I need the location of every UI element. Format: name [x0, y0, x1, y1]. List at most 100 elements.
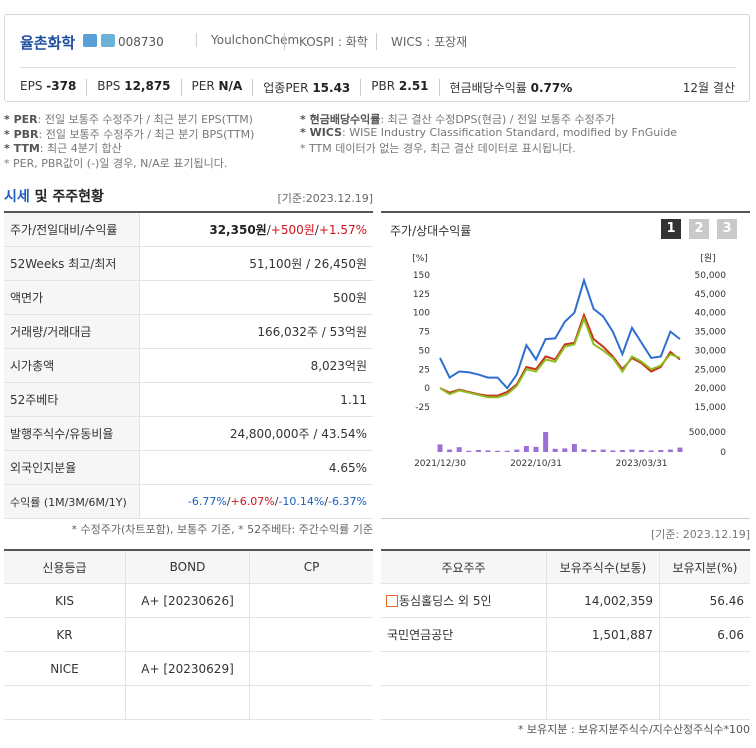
row-value: 1.11	[140, 383, 373, 416]
table-cell	[660, 652, 750, 685]
value-part: -10.14%	[278, 495, 325, 508]
note-text: : 최근 결산 수정DPS(현금) / 전일 보통주 수정주가	[380, 113, 616, 126]
chart-tab[interactable]: 3	[717, 219, 737, 239]
table-cell	[547, 686, 660, 719]
row-value: 8,023억원	[140, 349, 373, 382]
table-row: NICE A+ [20230629]	[4, 652, 373, 686]
value-part: 500원	[333, 291, 367, 305]
row-value: 166,032주 / 53억원	[140, 315, 373, 348]
y-tick-label: 25	[419, 365, 430, 375]
row-label: 액면가	[4, 281, 140, 314]
table-header: 신용등급 BOND CP	[4, 551, 373, 584]
chart-tab[interactable]: 1	[661, 219, 681, 239]
value-part: +6.07%	[230, 495, 275, 508]
table-cell	[126, 618, 250, 651]
table-row: 국민연금공단 1,501,887 6.06	[381, 618, 750, 652]
quote-row: 52Weeks 최고/최저 51,100원 / 26,450원	[4, 247, 373, 281]
chart-tab[interactable]: 2	[689, 219, 709, 239]
note: * TTM 데이터가 없는 경우, 최근 결산 데이터로 표시됩니다.	[300, 140, 576, 155]
y-tick-label: 125	[413, 290, 430, 300]
value-part: +1.57%	[318, 222, 367, 237]
note-term: * WICS	[300, 125, 343, 139]
quote-row: 거래량/거래대금 166,032주 / 53억원	[4, 315, 373, 349]
volume-bar	[466, 450, 472, 452]
table-top	[381, 549, 750, 551]
volume-bar	[475, 450, 481, 452]
volume-bar	[504, 450, 510, 452]
y2-tick-label: 50,000	[695, 271, 727, 281]
metric-label: 업종PER	[263, 81, 309, 95]
table-top	[4, 211, 373, 213]
divider	[20, 67, 736, 68]
quote-row: 시가총액 8,023억원	[4, 349, 373, 383]
volume-tick-label: 500,000	[689, 428, 726, 438]
table-cell	[250, 686, 373, 719]
value-part: 51,100원 / 26,450원	[249, 257, 367, 271]
holder-icon	[386, 595, 398, 607]
table-cell	[126, 686, 250, 719]
metric: EPS -378	[20, 79, 86, 96]
table-row	[381, 686, 750, 720]
table-cell: KIS	[4, 584, 126, 617]
section-title: 시세 및 주주현황	[4, 186, 104, 206]
metric: PER N/A	[180, 79, 253, 96]
value-part: 8,023억원	[310, 359, 367, 373]
table-cell	[547, 652, 660, 685]
value-part: +500원	[270, 223, 315, 237]
note: * 현금배당수익률: 최근 결산 수정DPS(현금) / 전일 보통주 수정주가	[300, 111, 616, 126]
value-part: -6.77%	[187, 495, 227, 508]
table-cell: NICE	[4, 652, 126, 685]
table-cell	[250, 584, 373, 617]
table-cell	[250, 618, 373, 651]
value-part: -6.37%	[328, 495, 367, 508]
row-label: 거래량/거래대금	[4, 315, 140, 348]
y2-tick-label: 20,000	[695, 384, 727, 394]
y2-tick-label: 35,000	[695, 328, 727, 338]
y-tick-label: 0	[424, 384, 430, 394]
note: * TTM: 최근 4분기 합산	[4, 140, 122, 155]
summary-box	[4, 14, 750, 102]
row-label: 발행주식수/유동비율	[4, 417, 140, 450]
chart: [%] [원] 150 125 100 75 50 25 0 -25 50,000 45,000 40,…	[412, 253, 727, 469]
note-text: : 최근 4분기 합산	[39, 142, 122, 155]
metrics: EPS -378 BPS 12,875 PER N/A 업종PER 15.43 PBR …	[20, 79, 582, 96]
table-cell: 1,501,887	[547, 618, 660, 651]
value-part: /	[324, 495, 329, 508]
volume-bar	[543, 432, 549, 452]
header-cell: BOND	[126, 551, 250, 583]
y-tick-label: 50	[419, 346, 431, 356]
note: * PER, PBR값이 (-)일 경우, N/A로 표기됩니다.	[4, 155, 228, 170]
volume-bar	[552, 448, 558, 452]
table-cell: 동심홀딩스 외 5인	[381, 584, 547, 617]
value-part: /	[266, 222, 271, 237]
table-header: 주요주주 보유주식수(보통) 보유지분(%)	[381, 551, 750, 584]
metric-value: 12,875	[124, 79, 171, 93]
row-label: 수익률 (1M/3M/6M/1Y)	[4, 485, 140, 518]
table-cell: KR	[4, 618, 126, 651]
metric: PBR 2.51	[360, 79, 438, 96]
metric-value: -378	[46, 79, 77, 93]
x-tick-label: 2022/10/31	[510, 459, 562, 469]
volume-bar	[677, 447, 683, 452]
y-tick-label: 150	[413, 271, 430, 281]
value-part: /	[226, 495, 231, 508]
value-part: /	[314, 222, 319, 237]
series-line	[439, 315, 681, 399]
chart-title: 주가/상대수익률	[390, 224, 472, 238]
note: * WICS: WISE Industry Classification Sta…	[300, 126, 677, 140]
table-cell	[4, 686, 126, 719]
volume-bar	[456, 447, 462, 452]
metric-label: PER	[191, 79, 215, 93]
icon-info[interactable]	[101, 34, 115, 47]
y2-tick-label: 30,000	[695, 346, 727, 356]
quote-row: 액면가 500원	[4, 281, 373, 315]
table-cell	[250, 652, 373, 685]
note-text: * PER, PBR값이 (-)일 경우, N/A로 표기됩니다.	[4, 156, 228, 170]
row-label: 52주베타	[4, 383, 140, 416]
header-cell: 주요주주	[381, 551, 547, 583]
metric: BPS 12,875	[86, 79, 180, 96]
note: * PBR: 전일 보통주 수정주가 / 최근 분기 BPS(TTM)	[4, 126, 254, 141]
icon-home[interactable]	[83, 34, 97, 47]
row-label: 52Weeks 최고/최저	[4, 247, 140, 280]
table-cell: A+ [20230629]	[126, 652, 250, 685]
